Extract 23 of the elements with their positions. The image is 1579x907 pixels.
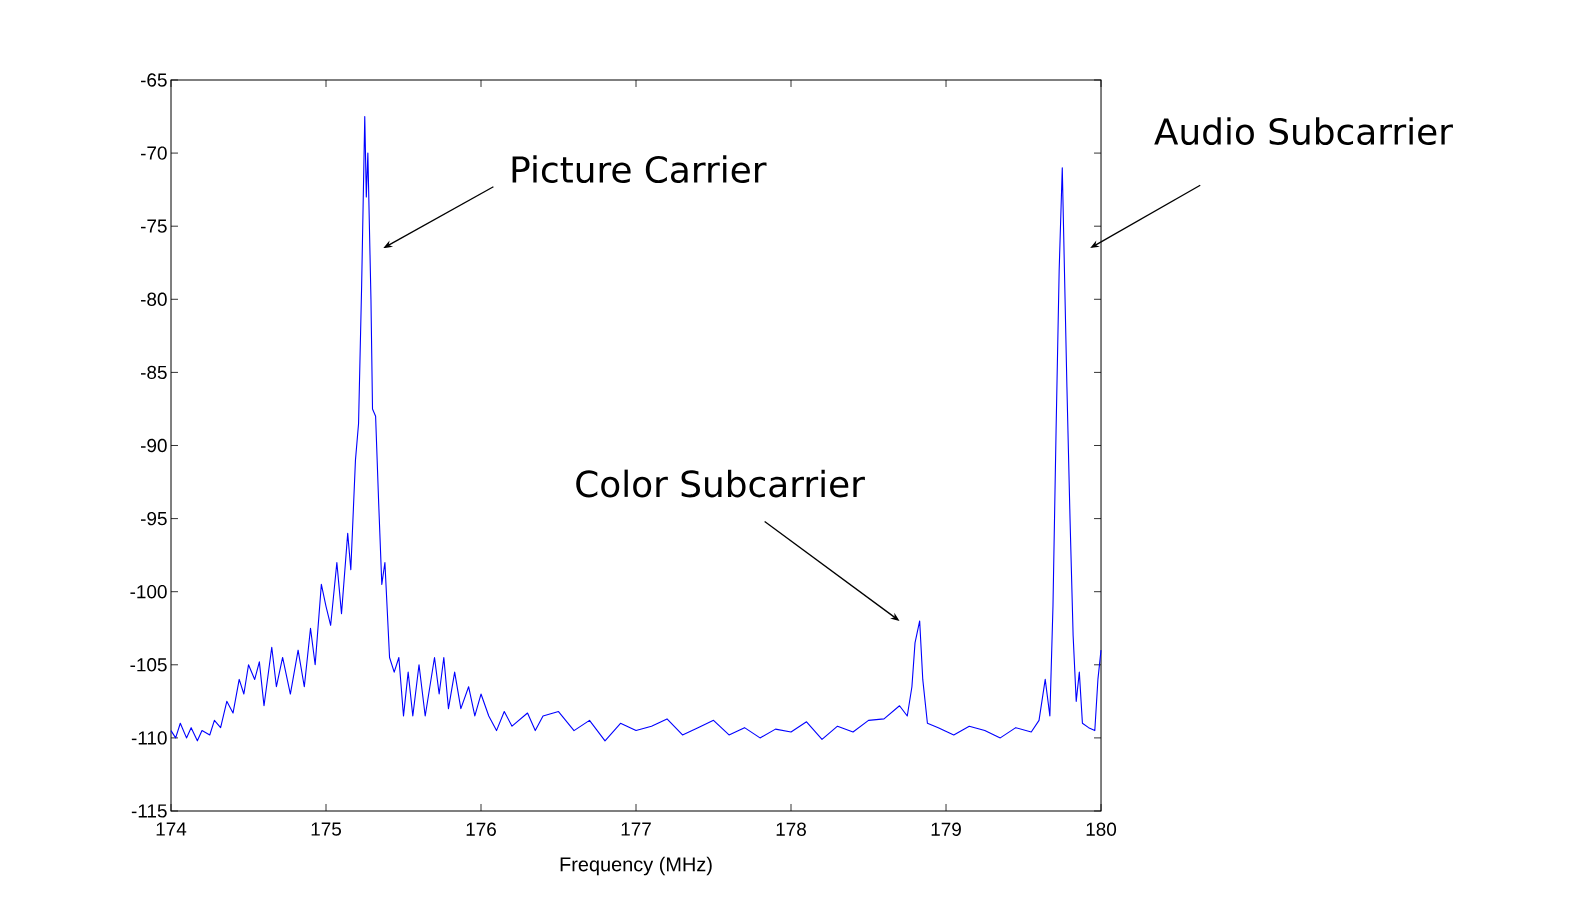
x-tick-label: 177 <box>621 822 651 836</box>
annotation: Picture Carrier <box>512 155 767 184</box>
y-tick-label: -65 <box>140 73 167 87</box>
y-tick-label: -110 <box>131 731 167 745</box>
x-tick-label: 174 <box>156 822 187 836</box>
x-tick-label: 176 <box>466 822 496 836</box>
y-tick-label: -115 <box>131 804 167 818</box>
y-tick-label: -80 <box>140 292 167 306</box>
x-tick-label: 180 <box>1086 822 1117 836</box>
y-tick-label: -95 <box>140 511 167 526</box>
y-tick-label: -90 <box>140 438 167 453</box>
y-tick-label: -85 <box>140 365 167 380</box>
text: Audio Subcarrier <box>1154 117 1453 146</box>
y-tick-label: -75 <box>140 219 167 233</box>
annotation: Color Subcarrier <box>576 469 865 498</box>
y-tick-label: -105 <box>130 658 167 672</box>
y-tick-label: -100 <box>130 584 167 599</box>
x-axis-title: Frequency (MHz) <box>560 856 712 876</box>
x-tick-label: 178 <box>776 822 806 836</box>
y-tick-label: -70 <box>140 146 167 160</box>
x-tick-label: 175 <box>311 822 341 836</box>
x-tick-label: 179 <box>931 822 961 836</box>
line-series <box>170 115 1102 742</box>
